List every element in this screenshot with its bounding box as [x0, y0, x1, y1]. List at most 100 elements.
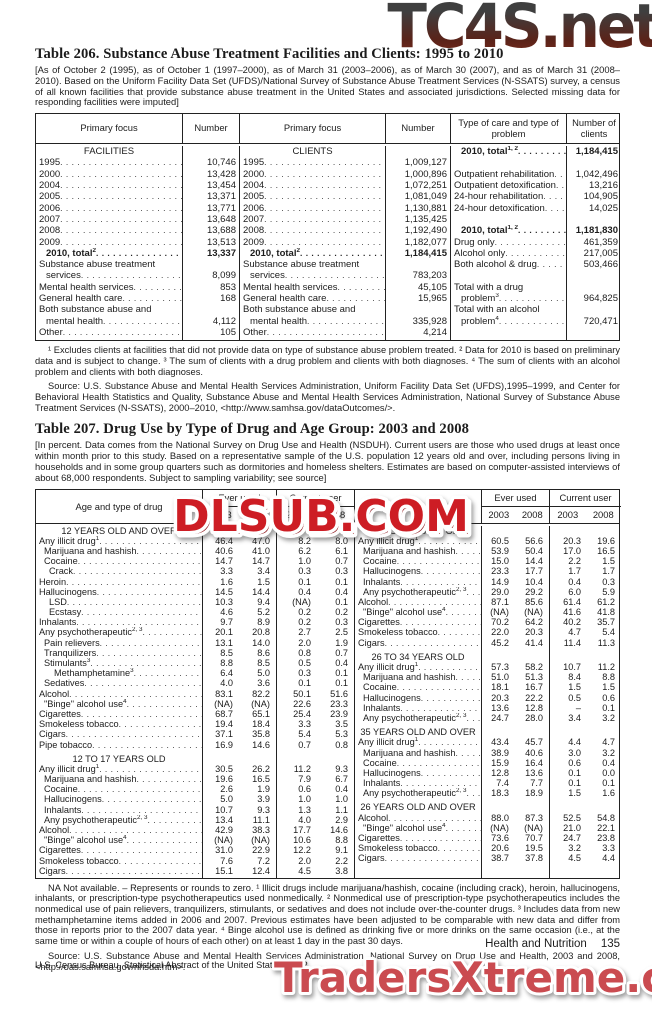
dot-leader — [499, 316, 566, 327]
table-row-label: Substance abuse treatment — [243, 259, 360, 271]
table207-footnotes: NA Not available. – Represents or rounds… — [35, 882, 620, 947]
dot-leader — [466, 788, 481, 798]
t207-cell: 7.2 — [257, 855, 270, 866]
t207-cell: 51.6 — [330, 688, 348, 699]
t207-cell: 11.2 — [597, 662, 615, 673]
t207-cell: 0.1 — [602, 778, 615, 789]
t207-cell — [317, 754, 354, 764]
t207-cell: 0.4 — [335, 586, 348, 597]
t207-cell: 20.3 — [563, 535, 581, 546]
dot-leader — [264, 169, 385, 180]
table-row-value: 13,648 — [206, 213, 236, 225]
t207-cell: 51.3 — [525, 672, 543, 683]
t207-cell: 1.7 — [602, 566, 615, 577]
t207-row-label: Hallucinogens — [36, 794, 202, 804]
t207-cell: (NA) — [251, 835, 270, 846]
t207-cell: 5.4 — [602, 627, 615, 638]
t207-cell: 1.5 — [602, 682, 615, 693]
t207-row-label: Heroin — [36, 577, 202, 587]
t207-cell: 8.5 — [220, 647, 233, 658]
t207-cell: 4.4 — [602, 853, 615, 864]
table-row-value — [567, 157, 621, 168]
dot-leader — [127, 835, 202, 845]
t207-cell: 0.5 — [568, 692, 581, 703]
t207-cell — [587, 652, 621, 662]
t207-cell: 0.4 — [335, 784, 348, 795]
t207-cell: 0.4 — [602, 757, 615, 768]
t207-row-label: "Binge" alcohol use4 — [355, 823, 481, 833]
t207-row-label: Any psychotherapeutic2, 3 — [355, 587, 481, 597]
table-row-value: 1,000,896 — [404, 168, 447, 180]
t207-cell: 9.1 — [335, 845, 348, 856]
table-row-value: 13,513 — [206, 236, 236, 248]
dot-leader — [397, 682, 481, 692]
t207-cell: 14.7 — [215, 556, 233, 567]
t207-cell: 42.9 — [215, 825, 233, 836]
table-row-label: 2006 — [36, 203, 182, 214]
dot-leader — [147, 815, 202, 825]
table-row-label: 2010, total1, 2 — [451, 225, 566, 236]
t207-cell: 22.2 — [525, 692, 543, 703]
dot-leader — [518, 225, 566, 236]
t207-cell: 13.6 — [525, 767, 543, 778]
dot-leader — [136, 774, 202, 784]
page-number: 135 — [600, 938, 620, 950]
t207-cell: 41.8 — [597, 607, 615, 618]
t206-number-column: 1,009,127 1,000,896 1,072,251 1,081,049 1,13… — [385, 146, 450, 341]
table-row-label: mental health — [36, 316, 182, 327]
t207-row-label: Any illicit drug1 — [36, 764, 202, 774]
t207-cell: 3.4 — [257, 566, 270, 577]
table-row-value: 4,112 — [212, 315, 236, 327]
t207-cell: 3.2 — [602, 712, 615, 723]
column-header: Ever used — [203, 490, 276, 507]
table-row-label: Other — [240, 327, 385, 338]
t207-cell: 0.1 — [568, 778, 581, 789]
dot-leader — [543, 191, 566, 202]
t207-cell: 23.9 — [330, 708, 348, 719]
t207-row-label: LSD — [36, 597, 202, 607]
t207-row-label: Pain relievers — [36, 638, 202, 648]
dot-leader — [264, 203, 385, 214]
t207-row-label: Cocaine — [355, 682, 481, 692]
t207-cell — [515, 526, 549, 536]
dot-leader — [81, 270, 182, 281]
dot-leader — [518, 146, 566, 157]
table207-header: Age and type of drug Ever used 2003 2008… — [36, 489, 621, 524]
table-row-label: Other — [36, 327, 182, 338]
t207-cell: 11.3 — [597, 637, 615, 648]
t207-section-header: 26 TO 34 YEARS OLD — [371, 651, 465, 662]
table-row-value: 10,746 — [206, 157, 236, 169]
table-row-label: 2008 — [240, 225, 385, 236]
t207-cell: 2.5 — [335, 627, 348, 638]
t207-cell: 0.2 — [298, 607, 311, 618]
t207-cell: 15.1 — [215, 865, 233, 876]
t207-cell: 16.9 — [215, 739, 233, 750]
t207-cell: 0.2 — [335, 607, 348, 618]
table-row-value — [567, 304, 621, 315]
t207-cell: 1.3 — [298, 804, 311, 815]
table207-intro: [In percent. Data comes from the Nationa… — [35, 439, 620, 483]
t207-row-label: Marijuana and hashish — [36, 546, 202, 556]
t207-row-label: Ecstasy — [36, 607, 202, 617]
dot-leader — [505, 248, 566, 259]
dot-leader — [67, 597, 202, 607]
t207-row-label: Hallucinogens — [355, 693, 481, 703]
t207-cell: 0.1 — [602, 702, 615, 713]
t207-cell: 8.9 — [257, 617, 270, 628]
table-row-value: 1,130,881 — [404, 202, 447, 214]
column-header: Current user — [277, 490, 354, 507]
t207-cell: 8.8 — [220, 658, 233, 669]
t207-cell: 1.5 — [568, 788, 581, 799]
t207-cell: 51.0 — [491, 672, 509, 683]
t207-cell: 56.6 — [525, 535, 543, 546]
dot-leader — [66, 729, 202, 739]
dot-leader — [264, 214, 385, 225]
table-row-value: 964,825 — [583, 293, 618, 305]
t207-cell: 11.1 — [252, 814, 270, 825]
dot-leader — [400, 703, 481, 713]
dot-leader — [388, 597, 481, 607]
t207-cell: 3.4 — [568, 712, 581, 723]
t207-cell: 5.9 — [602, 586, 615, 597]
table-row-value: 853 — [220, 281, 236, 293]
t207-cell — [203, 754, 239, 764]
